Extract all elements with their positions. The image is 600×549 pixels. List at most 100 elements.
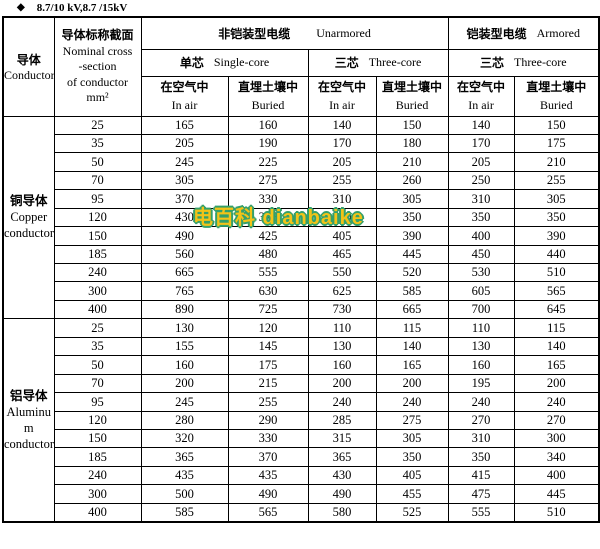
table-row: 240 435 435 430 405 415 400 bbox=[3, 465, 600, 486]
ampacity-value: 490 bbox=[307, 484, 377, 504]
ampacity-value: 310 bbox=[447, 428, 515, 449]
cross-section-value: 35 bbox=[53, 133, 142, 154]
ampacity-value: 275 bbox=[227, 170, 309, 191]
ampacity-value: 160 bbox=[447, 355, 515, 375]
ampacity-value: 765 bbox=[140, 281, 229, 301]
header-cross-section-lines: 导体标称截面 Nominal cross -section of conductor m… bbox=[61, 28, 134, 104]
ampacity-value: 145 bbox=[227, 336, 309, 357]
ampacity-value: 205 bbox=[140, 133, 229, 154]
header-armored-en: Armored bbox=[536, 25, 580, 40]
header-in-air-single: 在空气中 In air bbox=[140, 75, 229, 117]
table-row: 150 320 330 315 305 310 300 bbox=[3, 428, 600, 449]
diamond-bullet-icon: ◆ bbox=[17, 2, 25, 13]
ampacity-value: 200 bbox=[307, 373, 377, 394]
ampacity-value: 350 bbox=[513, 207, 600, 228]
ampacity-value: 520 bbox=[375, 262, 449, 283]
header-unarmored: 非铠装型电缆 Unarmored bbox=[140, 16, 449, 50]
ampacity-value: 140 bbox=[307, 115, 377, 135]
ampacity-value: 490 bbox=[227, 484, 309, 504]
table-row: 120 430 375 360 350 350 350 bbox=[3, 207, 600, 228]
table-row: 35 155 145 130 140 130 140 bbox=[3, 336, 600, 357]
table-row: 95 370 330 310 305 310 305 bbox=[3, 189, 600, 209]
ampacity-value: 260 bbox=[375, 170, 449, 191]
ampacity-value: 400 bbox=[447, 226, 515, 246]
ampacity-value: 525 bbox=[375, 502, 449, 523]
ampacity-value: 340 bbox=[513, 447, 600, 467]
ampacity-value: 625 bbox=[307, 281, 377, 301]
header-single-core: 单芯 Single-core bbox=[140, 48, 309, 77]
ampacity-value: 440 bbox=[513, 244, 600, 265]
ampacity-value: 430 bbox=[140, 207, 229, 228]
table-row: 400 890 725 730 665 700 645 bbox=[3, 299, 600, 320]
ampacity-value: 155 bbox=[140, 336, 229, 357]
ampacity-value: 275 bbox=[375, 410, 449, 430]
ampacity-value: 585 bbox=[140, 502, 229, 523]
ampacity-value: 315 bbox=[307, 428, 377, 449]
cross-section-value: 400 bbox=[53, 299, 142, 320]
ampacity-value: 300 bbox=[513, 428, 600, 449]
ampacity-value: 445 bbox=[513, 484, 600, 504]
ampacity-value: 350 bbox=[447, 447, 515, 467]
ampacity-value: 175 bbox=[227, 355, 309, 375]
ampacity-value: 110 bbox=[307, 318, 377, 338]
ampacity-value: 360 bbox=[307, 207, 377, 228]
ampacity-value: 200 bbox=[140, 373, 229, 394]
cross-section-value: 185 bbox=[53, 447, 142, 467]
ampacity-value: 430 bbox=[307, 465, 377, 486]
ampacity-value: 510 bbox=[513, 262, 600, 283]
ampacity-value: 165 bbox=[513, 355, 600, 375]
ampacity-value: 255 bbox=[227, 392, 309, 412]
ampacity-value: 180 bbox=[375, 133, 449, 154]
cross-section-value: 150 bbox=[53, 226, 142, 246]
header-conductor-en: Conductor bbox=[4, 67, 54, 82]
cross-section-value: 25 bbox=[53, 318, 142, 338]
header-buried-single: 直埋土壤中 Buried bbox=[227, 75, 309, 117]
cross-section-value: 185 bbox=[53, 244, 142, 265]
ampacity-value: 210 bbox=[513, 152, 600, 172]
ampacity-value: 350 bbox=[375, 207, 449, 228]
ampacity-value: 500 bbox=[140, 484, 229, 504]
cross-section-value: 240 bbox=[53, 465, 142, 486]
ampacity-value: 510 bbox=[513, 502, 600, 523]
ampacity-value: 305 bbox=[375, 189, 449, 209]
ampacity-value: 560 bbox=[140, 244, 229, 265]
header-buried-three-armored: 直埋土壤中 Buried bbox=[513, 75, 600, 117]
ampacity-value: 140 bbox=[375, 336, 449, 357]
ampacity-value: 330 bbox=[227, 189, 309, 209]
ampacity-value: 270 bbox=[447, 410, 515, 430]
ampacity-value: 120 bbox=[227, 318, 309, 338]
conductor-section-label: 铝导体 Aluminu m conductor bbox=[2, 318, 55, 523]
ampacity-value: 630 bbox=[227, 281, 309, 301]
ampacity-value: 115 bbox=[513, 318, 600, 338]
ampacity-value: 160 bbox=[307, 355, 377, 375]
table-row: 240 665 555 550 520 530 510 bbox=[3, 262, 600, 283]
table-title: ◆ 8.7/10 kV,8.7 /15kV bbox=[0, 0, 600, 16]
ampacity-value: 310 bbox=[447, 189, 515, 209]
header-buried-three-unarmored: 直埋土壤中 Buried bbox=[375, 75, 449, 117]
ampacity-value: 250 bbox=[447, 170, 515, 191]
table-row: 300 500 490 490 455 475 445 bbox=[3, 484, 600, 504]
ampacity-value: 490 bbox=[140, 226, 229, 246]
cross-section-value: 400 bbox=[53, 502, 142, 523]
ampacity-value: 480 bbox=[227, 244, 309, 265]
ampacity-value: 455 bbox=[375, 484, 449, 504]
ampacity-value: 445 bbox=[375, 244, 449, 265]
ampacity-value: 280 bbox=[140, 410, 229, 430]
ampacity-value: 405 bbox=[375, 465, 449, 486]
cross-section-value: 240 bbox=[53, 262, 142, 283]
ampacity-value: 405 bbox=[307, 226, 377, 246]
conductor-section-label: 铜导体 Copper conductor bbox=[2, 115, 55, 320]
table-row: 35 205 190 170 180 170 175 bbox=[3, 133, 600, 154]
ampacity-value: 150 bbox=[513, 115, 600, 135]
ampacity-value: 350 bbox=[447, 207, 515, 228]
header-three-core-unarmored: 三芯 Three-core bbox=[307, 48, 449, 77]
cross-section-value: 300 bbox=[53, 484, 142, 504]
cross-section-value: 300 bbox=[53, 281, 142, 301]
ampacity-value: 245 bbox=[140, 392, 229, 412]
ampacity-value: 415 bbox=[447, 465, 515, 486]
header-armored-zh: 铠装型电缆 bbox=[466, 26, 527, 41]
ampacity-value: 370 bbox=[227, 447, 309, 467]
ampacity-value: 240 bbox=[513, 392, 600, 412]
header-unarmored-en: Unarmored bbox=[316, 25, 371, 40]
ampacity-value: 140 bbox=[447, 115, 515, 135]
